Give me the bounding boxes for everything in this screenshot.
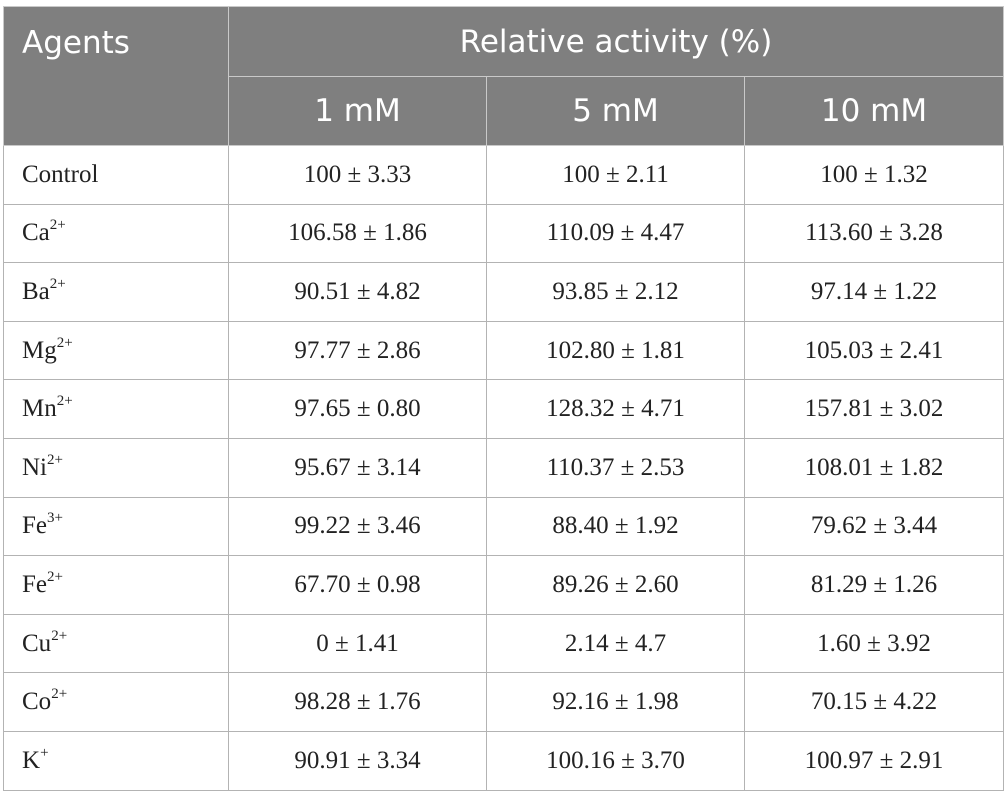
agent-name: Mn [22, 395, 57, 423]
value-cell: 97.14 ± 1.22 [744, 262, 1004, 322]
agent-name: Ca [22, 219, 50, 247]
value-cell: 79.62 ± 3.44 [744, 496, 1004, 557]
table-row: K+ 90.91 ± 3.34 100.16 ± 3.70 100.97 ± 2… [3, 730, 1004, 791]
agent-name: Ba [22, 277, 50, 305]
value-cell: 88.40 ± 1.92 [486, 496, 745, 557]
relative-activity-table: Agents Relative activity (%) 1 mM 5 mM 1… [3, 6, 1004, 791]
table-row: Co2+ 98.28 ± 1.76 92.16 ± 1.98 70.15 ± 4… [3, 672, 1004, 732]
table-row: Ni2+ 95.67 ± 3.14 110.37 ± 2.53 108.01 ±… [3, 437, 1004, 498]
agent-charge: 2+ [51, 627, 68, 644]
value-cell: 1.60 ± 3.92 [744, 613, 1004, 674]
agent-charge: 2+ [56, 393, 73, 410]
agent-name: K [22, 746, 41, 774]
agent-charge: 2+ [49, 275, 66, 292]
agent-charge: 3+ [47, 510, 63, 527]
table-body: Control 100 ± 3.33 100 ± 2.11 100 ± 1.32… [3, 145, 1004, 791]
agent-name: Cu [22, 629, 52, 657]
agent-name: Fe [22, 512, 47, 540]
table-row: Control 100 ± 3.33 100 ± 2.11 100 ± 1.32 [3, 145, 1004, 205]
value-cell: 0 ± 1.41 [228, 613, 487, 674]
agent-charge: 2+ [56, 334, 73, 351]
concentration-header-10mm: 10 mM [744, 76, 1004, 146]
value-cell: 100 ± 2.11 [486, 145, 745, 205]
agent-cell: Fe2+ [3, 555, 229, 615]
value-cell: 70.15 ± 4.22 [744, 672, 1004, 732]
table-row: Fe3+ 99.22 ± 3.46 88.40 ± 1.92 79.62 ± 3… [3, 496, 1004, 557]
value-cell: 128.32 ± 4.71 [486, 379, 745, 439]
value-cell: 100.97 ± 2.91 [744, 730, 1004, 791]
agent-charge: 2+ [47, 451, 63, 468]
value-cell: 110.37 ± 2.53 [486, 437, 745, 498]
agent-cell: Co2+ [3, 672, 229, 732]
value-cell: 95.67 ± 3.14 [228, 437, 487, 498]
agent-charge: 2+ [51, 686, 68, 703]
value-cell: 110.09 ± 4.47 [486, 203, 745, 264]
agent-cell: Ni2+ [3, 437, 229, 498]
agent-name: Ni [22, 453, 47, 481]
value-cell: 102.80 ± 1.81 [486, 320, 745, 381]
agent-cell: Cu2+ [3, 613, 229, 674]
value-cell: 97.77 ± 2.86 [228, 320, 487, 381]
value-cell: 90.51 ± 4.82 [228, 262, 487, 322]
table-row: Mg2+ 97.77 ± 2.86 102.80 ± 1.81 105.03 ±… [3, 320, 1004, 381]
value-cell: 100.16 ± 3.70 [486, 730, 745, 791]
value-cell: 93.85 ± 2.12 [486, 262, 745, 322]
table-row: Cu2+ 0 ± 1.41 2.14 ± 4.7 1.60 ± 3.92 [3, 613, 1004, 674]
table-row: Mn2+ 97.65 ± 0.80 128.32 ± 4.71 157.81 ±… [3, 379, 1004, 439]
table-row: Fe2+ 67.70 ± 0.98 89.26 ± 2.60 81.29 ± 1… [3, 555, 1004, 615]
table-row: Ca2+ 106.58 ± 1.86 110.09 ± 4.47 113.60 … [3, 203, 1004, 264]
concentration-header-5mm: 5 mM [486, 76, 745, 146]
value-cell: 67.70 ± 0.98 [228, 555, 487, 615]
value-cell: 92.16 ± 1.98 [486, 672, 745, 732]
agent-name: Co [22, 688, 52, 716]
table-row: Ba2+ 90.51 ± 4.82 93.85 ± 2.12 97.14 ± 1… [3, 262, 1004, 322]
agent-cell: Fe3+ [3, 496, 229, 557]
value-cell: 99.22 ± 3.46 [228, 496, 487, 557]
value-cell: 113.60 ± 3.28 [744, 203, 1004, 264]
value-cell: 81.29 ± 1.26 [744, 555, 1004, 615]
value-cell: 100 ± 1.32 [744, 145, 1004, 205]
value-cell: 108.01 ± 1.82 [744, 437, 1004, 498]
value-cell: 89.26 ± 2.60 [486, 555, 745, 615]
agent-cell: Mn2+ [3, 379, 229, 439]
agent-charge: 2+ [49, 217, 66, 234]
agent-cell: Control [3, 145, 229, 205]
agent-cell: K+ [3, 730, 229, 791]
agents-column-header: Agents [3, 6, 229, 146]
agent-cell: Ca2+ [3, 203, 229, 264]
value-cell: 97.65 ± 0.80 [228, 379, 487, 439]
value-cell: 105.03 ± 2.41 [744, 320, 1004, 381]
value-cell: 157.81 ± 3.02 [744, 379, 1004, 439]
concentration-header-1mm: 1 mM [228, 76, 487, 146]
agent-name: Mg [22, 336, 57, 364]
table-header: Agents Relative activity (%) 1 mM 5 mM 1… [3, 6, 1004, 146]
value-cell: 98.28 ± 1.76 [228, 672, 487, 732]
value-cell: 90.91 ± 3.34 [228, 730, 487, 791]
agent-cell: Ba2+ [3, 262, 229, 322]
agent-name: Control [22, 160, 99, 188]
agent-name: Fe [22, 570, 47, 598]
agent-charge: + [40, 744, 49, 761]
value-cell: 2.14 ± 4.7 [486, 613, 745, 674]
value-cell: 106.58 ± 1.86 [228, 203, 487, 264]
relative-activity-header: Relative activity (%) [228, 6, 1004, 77]
agent-cell: Mg2+ [3, 320, 229, 381]
value-cell: 100 ± 3.33 [228, 145, 487, 205]
agent-charge: 2+ [47, 568, 63, 585]
